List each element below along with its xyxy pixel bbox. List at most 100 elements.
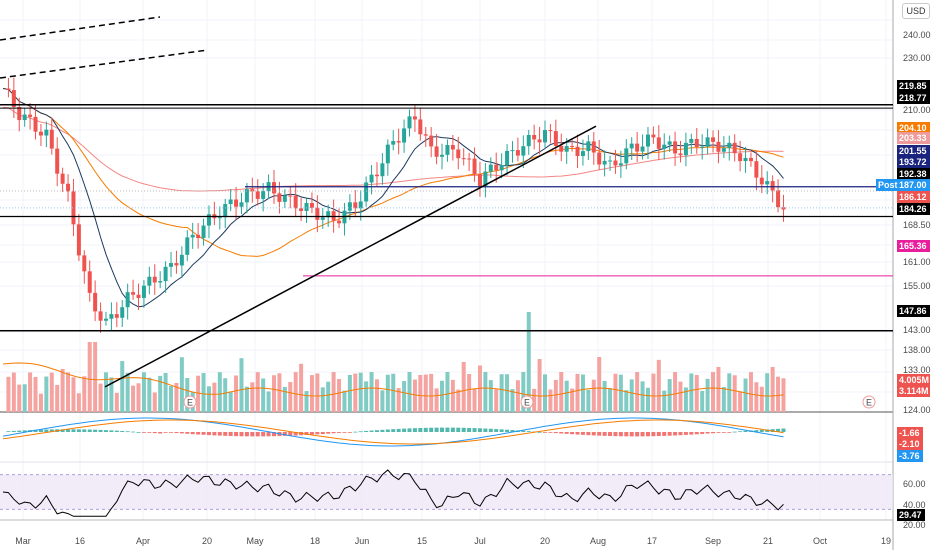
volume-bar <box>342 390 347 412</box>
macd-hist-bar <box>288 432 293 436</box>
volume-bar <box>98 383 103 412</box>
candle-body <box>543 130 547 143</box>
volume-bar <box>38 393 43 412</box>
macd-hist-bar <box>608 432 613 437</box>
volume-bar <box>396 388 401 412</box>
macd-histogram <box>6 427 786 437</box>
macd-hist-bar <box>586 432 591 436</box>
volume-bar <box>586 389 591 412</box>
candle-body <box>521 146 526 156</box>
macd-hist-bar <box>250 432 255 437</box>
volume-bar <box>429 373 434 412</box>
candle-body <box>526 135 531 147</box>
macd-hist-bar <box>575 432 580 435</box>
currency-button[interactable]: USD <box>902 3 930 19</box>
candle-body <box>320 217 325 220</box>
volume-bar <box>244 386 249 412</box>
volume-bar <box>494 389 499 412</box>
candle-body <box>33 116 38 132</box>
volume-bar <box>754 382 759 412</box>
candle-body <box>770 181 775 191</box>
volume-bar <box>331 372 336 412</box>
macd-hist-bar <box>282 432 287 436</box>
candle-body <box>418 119 423 135</box>
x-tick-label: Jul <box>474 536 486 546</box>
candle-body <box>163 266 168 282</box>
candle-body <box>553 131 558 146</box>
volume-bar <box>185 377 190 412</box>
macd-hist-bar <box>743 430 748 432</box>
macd-hist-bar <box>716 432 721 433</box>
macd-hist-bar <box>131 431 136 433</box>
volume-bar <box>272 375 276 412</box>
price-badge-label: 219.85 <box>899 81 927 91</box>
candle-body <box>228 199 233 205</box>
x-tick-label: 21 <box>763 536 773 546</box>
macd-hist-bar <box>185 432 190 434</box>
macd-hist-bar <box>293 432 298 436</box>
volume-bar <box>174 382 179 412</box>
candle-body <box>82 255 87 272</box>
candle-body <box>564 146 569 152</box>
candle-body <box>748 157 753 162</box>
candle-body <box>71 191 76 225</box>
macd-hist-bar <box>456 427 461 432</box>
macd-hist-bar <box>315 432 320 435</box>
macd-hist-bar <box>759 429 764 432</box>
candle-body <box>700 146 705 148</box>
candle-body <box>429 135 434 147</box>
candle-body <box>673 141 678 154</box>
macd-hist-bar <box>667 432 672 436</box>
candle-body <box>179 254 184 266</box>
volume-bar <box>22 384 27 412</box>
candle-body <box>488 164 493 172</box>
macd-hist-bar <box>694 432 699 435</box>
candle-body <box>727 142 732 149</box>
volume-bar <box>499 374 504 412</box>
candle-body <box>570 146 575 148</box>
macd-hist-bar <box>331 432 336 434</box>
macd-hist-bar <box>618 432 623 437</box>
volume-bar <box>776 376 781 412</box>
macd-hist-bar <box>158 432 163 434</box>
candle-body <box>532 135 537 140</box>
candle-body <box>174 263 179 266</box>
macd-hist-bar <box>120 430 125 432</box>
macd-hist-bar <box>169 432 174 433</box>
volume-bar <box>125 372 130 412</box>
macd-hist-bar <box>304 432 309 435</box>
candle-body <box>472 158 477 175</box>
candle-body <box>120 307 125 318</box>
macd-hist-bar <box>591 432 596 436</box>
macd-hist-bar <box>11 430 16 432</box>
earnings-marker-0 <box>183 395 197 409</box>
candle-body <box>624 148 629 164</box>
candle-body <box>591 141 596 153</box>
macd-hist-bar <box>217 432 222 436</box>
candle-body <box>510 150 515 152</box>
rsi-tick-label: 20.00 <box>903 520 926 530</box>
candle-body <box>244 189 249 203</box>
volume-bar <box>255 372 260 412</box>
macd-hist-bar <box>450 427 455 432</box>
candle-body <box>239 202 244 207</box>
price-badge <box>897 191 930 203</box>
volume-bar <box>353 373 358 412</box>
candle-body <box>781 207 786 210</box>
ma-50-line <box>2 88 784 257</box>
macd-hist-bar <box>683 432 688 435</box>
volume-bar <box>223 378 228 412</box>
macd-hist-bar <box>521 430 526 432</box>
macd-hist-bar <box>440 427 445 432</box>
candle-body <box>483 171 488 187</box>
volume-bar <box>385 374 390 412</box>
macd-hist-bar <box>689 432 694 435</box>
candle-body <box>11 90 16 108</box>
volume-bar <box>87 342 92 412</box>
macd-hist-bar <box>553 432 558 434</box>
candle-body <box>602 160 607 165</box>
macd-hist-bar <box>678 432 683 436</box>
macd-hist-bar <box>179 432 184 434</box>
macd-hist-bar <box>87 429 92 432</box>
